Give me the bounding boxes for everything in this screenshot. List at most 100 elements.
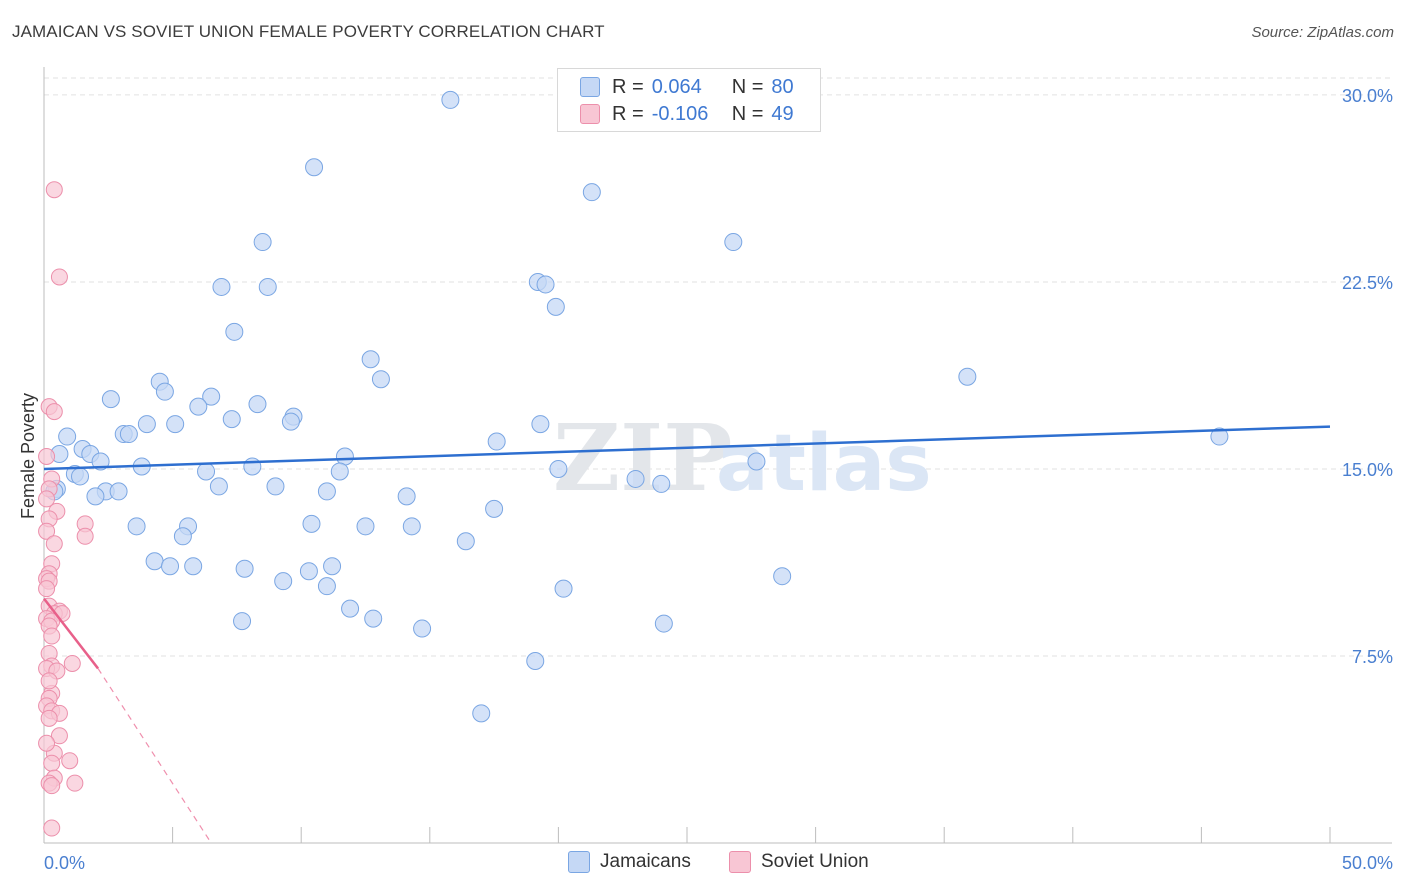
soviet-union-point	[38, 490, 56, 508]
y-tick-label: 30.0%	[1342, 86, 1393, 106]
jamaicans-point	[397, 487, 416, 506]
legend-n-label: N =	[731, 102, 764, 125]
jamaicans-point	[119, 425, 138, 444]
soviet-union-point	[38, 734, 56, 752]
series-legend-label: Soviet Union	[761, 851, 869, 872]
x-tick-label: 50.0%	[1342, 853, 1393, 873]
jamaicans-point	[145, 552, 164, 571]
jamaicans-point	[323, 557, 342, 576]
series-legend-soviet-union: Soviet Union	[729, 851, 869, 873]
jamaicans-point	[166, 415, 185, 434]
jamaicans-point	[441, 90, 460, 109]
y-tick-label: 7.5%	[1352, 647, 1393, 667]
jamaicans-point	[155, 382, 174, 401]
jamaicans-points	[45, 90, 1229, 723]
legend-n-label: N =	[731, 75, 764, 98]
soviet-union-point	[61, 752, 79, 770]
series-legend: Jamaicans Soviet Union	[0, 851, 1406, 877]
soviet-union-point	[43, 777, 61, 795]
soviet-union-trend-line	[43, 597, 100, 670]
jamaicans-point	[456, 532, 475, 551]
jamaicans-point	[109, 482, 128, 501]
jamaicans-point	[546, 297, 565, 316]
jamaicans-point	[526, 651, 545, 670]
jamaicans-point	[341, 599, 360, 618]
x-tick-label: 0.0%	[44, 853, 85, 873]
jamaicans-point	[335, 447, 354, 466]
jamaicans-point	[243, 457, 262, 476]
jamaicans-point	[330, 462, 349, 481]
y-tick-label: 22.5%	[1342, 273, 1393, 293]
jamaicans-point	[747, 452, 766, 471]
jamaicans-point	[209, 477, 228, 496]
jamaicans-point	[371, 370, 390, 389]
jamaicans-point	[654, 614, 673, 633]
legend-n-value-jamaicans: 80	[771, 75, 794, 98]
jamaicans-point	[86, 487, 105, 506]
jamaicans-point	[281, 412, 300, 431]
jamaicans-point	[225, 322, 244, 341]
jamaicans-point	[485, 499, 504, 518]
legend-row-jamaicans: R = 0.064 N = 80	[580, 75, 794, 99]
jamaicans-point	[202, 387, 221, 406]
jamaicans-point	[299, 562, 318, 581]
soviet-union-point	[50, 727, 68, 745]
jamaicans-point	[274, 572, 293, 591]
jamaicans-point	[317, 482, 336, 501]
soviet-union-point	[43, 754, 61, 772]
y-axis-label: Female Poverty	[18, 393, 38, 519]
jamaicans-point	[101, 390, 120, 409]
jamaicans-point	[258, 277, 277, 296]
jamaicans-point	[356, 517, 375, 536]
jamaicans-point	[531, 415, 550, 434]
tick-labels: 7.5% 15.0% 22.5% 30.0% 0.0% 50.0%	[44, 86, 1393, 873]
soviet-union-point	[45, 535, 63, 553]
jamaicans-point	[71, 467, 90, 486]
jamaicans-point	[402, 517, 421, 536]
legend-r-label: R =	[612, 75, 644, 98]
soviet-union-point	[43, 627, 61, 645]
y-tick-label: 15.0%	[1342, 460, 1393, 480]
legend-swatch-blue	[580, 77, 600, 97]
series-legend-label: Jamaicans	[600, 851, 691, 872]
jamaicans-point	[212, 277, 231, 296]
jamaicans-point	[472, 704, 491, 723]
jamaicans-point	[536, 275, 555, 294]
jamaicans-point	[487, 432, 506, 451]
jamaicans-point	[413, 619, 432, 638]
legend-r-value-soviet-union: -0.106	[651, 102, 709, 125]
soviet-union-point	[63, 654, 81, 672]
chart-source: Source: ZipAtlas.com	[1251, 24, 1394, 41]
jamaicans-point	[248, 395, 267, 414]
jamaicans-point	[1210, 427, 1229, 446]
jamaicans-point	[305, 158, 324, 177]
jamaicans-point	[266, 477, 285, 496]
soviet-union-point	[50, 268, 68, 286]
series-legend-jamaicans: Jamaicans	[568, 851, 691, 873]
jamaicans-point	[554, 579, 573, 598]
trend-lines	[43, 425, 1331, 844]
soviet-union-point	[38, 522, 56, 540]
legend-row-soviet-union: R = -0.106 N = 49	[580, 102, 794, 126]
soviet-union-point	[43, 819, 61, 837]
soviet-union-point	[40, 672, 58, 690]
legend-r-value-jamaicans: 0.064	[651, 75, 702, 98]
jamaicans-point	[173, 527, 192, 546]
legend-swatch-pink	[580, 104, 600, 124]
correlation-legend: R = 0.064 N = 80 R = -0.106 N = 49	[557, 68, 821, 132]
jamaicans-point	[233, 612, 252, 631]
jamaicans-point	[773, 567, 792, 586]
jamaicans-point	[127, 517, 146, 536]
jamaicans-point	[652, 474, 671, 493]
jamaicans-point	[582, 183, 601, 202]
soviet-union-point	[40, 709, 58, 727]
jamaicans-point	[364, 609, 383, 628]
jamaicans-point	[302, 514, 321, 533]
jamaicans-point	[235, 559, 254, 578]
jamaicans-point	[161, 557, 180, 576]
jamaicans-point	[549, 459, 568, 478]
soviet-union-point	[45, 403, 63, 421]
legend-r-label: R =	[612, 102, 644, 125]
series-swatch-blue	[568, 851, 590, 873]
jamaicans-point	[253, 233, 272, 252]
